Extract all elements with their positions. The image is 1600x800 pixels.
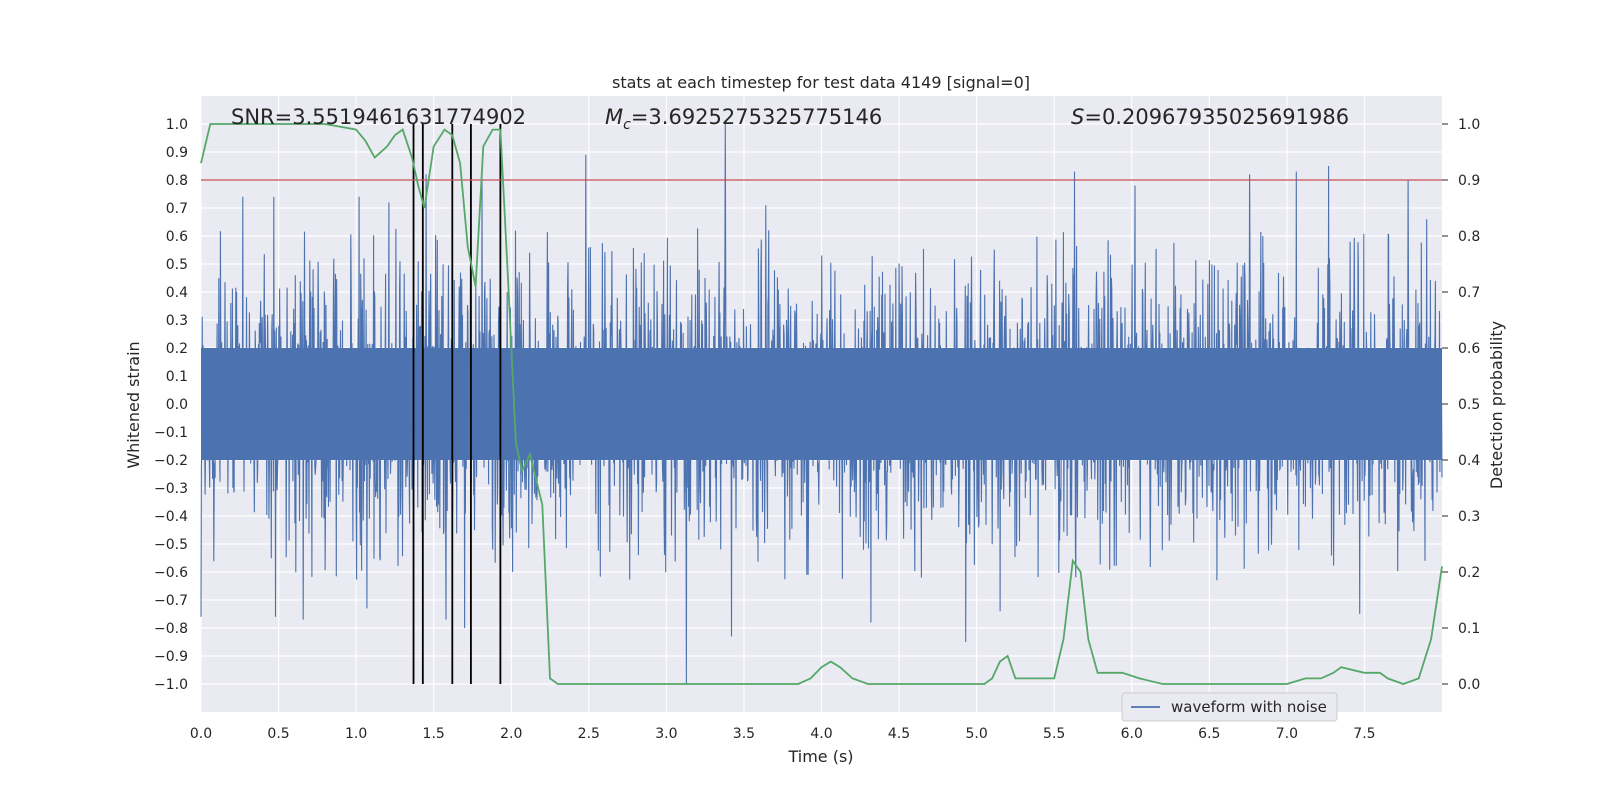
y-tick-label: −1.0 xyxy=(154,677,188,693)
legend-label: waveform with noise xyxy=(1171,698,1327,716)
y-tick-label: −0.8 xyxy=(154,621,188,637)
x-tick-label: 5.5 xyxy=(1043,726,1065,742)
y-tick-label: −0.5 xyxy=(154,537,188,553)
waveform-line xyxy=(200,123,1443,685)
x-tick-label: 1.0 xyxy=(345,726,367,742)
y-tick-label: 0.5 xyxy=(166,257,188,273)
y-axis-ticks: −1.0 −0.9 −0.8 −0.7 −0.6 −0.5 −0.4 −0.3 −0.2 −0.1… xyxy=(154,117,188,693)
y2-tick-label: 0.6 xyxy=(1458,341,1480,357)
y2-tick-label: 0.7 xyxy=(1458,285,1480,301)
x-tick-label: 4.0 xyxy=(810,726,832,742)
y-tick-label: −0.2 xyxy=(154,453,188,469)
y-tick-label: 0.9 xyxy=(166,145,188,161)
y2-axis-ticks: 0.0 0.1 0.2 0.3 0.4 0.5 0.6 0.7 0.8 0.9 1.0 xyxy=(1442,117,1480,693)
y2-tick-label: 0.0 xyxy=(1458,677,1480,693)
y-axis-label: Whitened strain xyxy=(124,341,143,468)
mc-symbol: M xyxy=(605,105,623,129)
x-axis-ticks: 0.0 0.5 1.0 1.5 2.0 2.5 3.0 3.5 4.0 4.5 5.0 5.5 6.0 6… xyxy=(190,726,1376,742)
snr-annotation: SNR=3.5519461631774902 xyxy=(231,105,526,129)
s-symbol: S xyxy=(1071,105,1084,129)
y2-tick-label: 0.8 xyxy=(1458,229,1480,245)
x-tick-label: 4.5 xyxy=(888,726,910,742)
y-tick-label: −0.9 xyxy=(154,649,188,665)
mc-subscript: c xyxy=(623,117,631,133)
y2-tick-label: 0.3 xyxy=(1458,509,1480,525)
mc-value: =3.6925275325775146 xyxy=(631,105,882,129)
x-tick-label: 3.5 xyxy=(733,726,755,742)
legend: waveform with noise xyxy=(1121,692,1338,722)
y-tick-label: −0.7 xyxy=(154,593,188,609)
s-annotation: S=0.20967935025691986 xyxy=(1071,105,1349,129)
x-tick-label: 0.5 xyxy=(267,726,289,742)
x-tick-label: 3.0 xyxy=(655,726,677,742)
y2-tick-label: 0.1 xyxy=(1458,621,1480,637)
x-tick-label: 1.5 xyxy=(423,726,445,742)
y-tick-label: 0.3 xyxy=(166,313,188,329)
y2-tick-label: 1.0 xyxy=(1458,117,1480,133)
mc-annotation: Mc=3.6925275325775146 xyxy=(605,105,882,133)
y-tick-label: 0.8 xyxy=(166,173,188,189)
y-tick-label: 0.1 xyxy=(166,369,188,385)
y2-tick-label: 0.9 xyxy=(1458,173,1480,189)
y-tick-label: 0.6 xyxy=(166,229,188,245)
x-tick-label: 5.0 xyxy=(965,726,987,742)
y-tick-label: −0.1 xyxy=(154,425,188,441)
waveform-series xyxy=(200,123,1443,685)
x-tick-label: 7.0 xyxy=(1276,726,1298,742)
y2-axis-label: Detection probability xyxy=(1487,321,1506,489)
y-tick-label: 1.0 xyxy=(166,117,188,133)
x-tick-label: 2.0 xyxy=(500,726,522,742)
x-tick-label: 2.5 xyxy=(578,726,600,742)
x-tick-label: 7.5 xyxy=(1353,726,1375,742)
y-tick-label: 0.0 xyxy=(166,397,188,413)
s-value: =0.20967935025691986 xyxy=(1084,105,1349,129)
legend-box xyxy=(1121,692,1338,722)
x-axis-label: Time (s) xyxy=(787,747,853,766)
y-tick-label: −0.3 xyxy=(154,481,188,497)
chart-title: stats at each timestep for test data 414… xyxy=(612,73,1030,92)
y2-tick-label: 0.4 xyxy=(1458,453,1480,469)
y2-tick-label: 0.5 xyxy=(1458,397,1480,413)
vertical-markers xyxy=(412,124,502,684)
y-tick-label: −0.4 xyxy=(154,509,188,525)
x-tick-label: 6.5 xyxy=(1198,726,1220,742)
x-tick-label: 6.0 xyxy=(1121,726,1143,742)
x-tick-label: 0.0 xyxy=(190,726,212,742)
probability-line xyxy=(200,123,1443,685)
y2-tick-label: 0.2 xyxy=(1458,565,1480,581)
y-tick-label: 0.2 xyxy=(166,341,188,357)
y-tick-label: 0.7 xyxy=(166,201,188,217)
y-tick-label: 0.4 xyxy=(166,285,188,301)
y-tick-label: −0.6 xyxy=(154,565,188,581)
